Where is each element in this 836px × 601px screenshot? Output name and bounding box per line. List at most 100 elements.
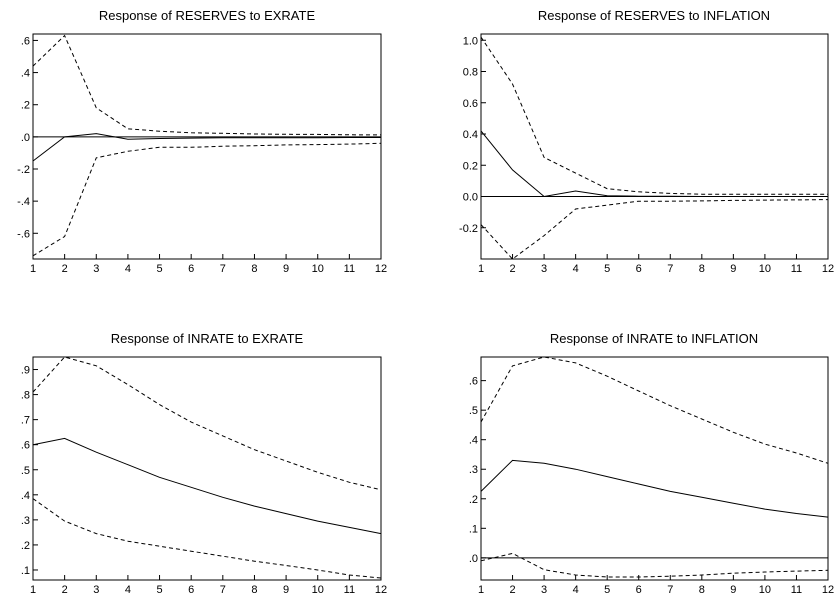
y-tick-label: .6	[21, 35, 30, 47]
y-tick-label: .3	[21, 515, 30, 527]
x-tick-label: 9	[730, 263, 736, 275]
chart-title: Response of INRATE to INFLATION	[550, 331, 758, 346]
x-tick-label: 10	[759, 584, 771, 596]
x-tick-label: 6	[636, 584, 642, 596]
plot-frame	[480, 356, 829, 581]
y-tick-label: .4	[469, 435, 478, 447]
y-tick-label: .0	[21, 132, 30, 144]
y-tick-label: 0.4	[463, 129, 478, 141]
upper-band-line	[480, 356, 829, 464]
x-tick-label: 3	[93, 263, 99, 275]
response-line	[32, 437, 382, 535]
x-tick-label: 7	[220, 584, 226, 596]
y-tick-label: .2	[469, 494, 478, 506]
x-tick-label: 10	[759, 263, 771, 275]
y-tick-label: .6	[469, 376, 478, 388]
plot-frame	[32, 33, 382, 260]
y-tick-label: .8	[21, 390, 30, 402]
x-tick-label: 8	[251, 584, 257, 596]
x-tick-label: 12	[822, 263, 834, 275]
x-tick-label: 6	[636, 263, 642, 275]
chart-panel-4: Response of INRATE to INFLATION .6 .5 .4 .3.…	[469, 331, 834, 596]
y-tick-label: .2	[21, 100, 30, 112]
x-tick-label: 8	[699, 263, 705, 275]
x-tick-label: 3	[541, 584, 547, 596]
x-tick-label: 6	[188, 263, 194, 275]
x-tick-label: 1	[30, 584, 36, 596]
x-tick-label: 4	[573, 584, 579, 596]
y-tick-label: .5	[469, 405, 478, 417]
x-tick-label: 9	[283, 584, 289, 596]
x-tick-label: 8	[251, 263, 257, 275]
chart-title: Response of RESERVES to INFLATION	[538, 8, 770, 23]
chart-title: Response of INRATE to EXRATE	[111, 331, 304, 346]
lower-band-line	[32, 498, 382, 579]
lower-band-line	[32, 142, 382, 257]
y-tick-label: .2	[21, 540, 30, 552]
y-tick-label: .5	[21, 465, 30, 477]
y-tick-label: 0.8	[463, 67, 478, 79]
x-tick-label: 2	[62, 584, 68, 596]
y-tick-label: .7	[21, 415, 30, 427]
x-tick-label: 12	[822, 584, 834, 596]
lower-band-line	[480, 199, 829, 260]
x-tick-label: 7	[667, 584, 673, 596]
y-tick-label: .1	[21, 565, 30, 577]
upper-band-line	[32, 34, 382, 136]
y-tick-label: -.6	[17, 228, 30, 240]
response-line	[480, 130, 828, 198]
x-tick-label: 9	[283, 263, 289, 275]
plot-frame	[32, 356, 382, 581]
x-tick-label: 11	[791, 584, 802, 596]
x-tick-label: 11	[791, 263, 802, 275]
x-tick-label: 5	[156, 584, 162, 596]
response-line	[32, 133, 381, 162]
chart-panel-1: Response of RESERVES to EXRATE .6 .4 .2 .0 -.…	[17, 8, 387, 275]
x-tick-label: 10	[312, 584, 324, 596]
x-tick-label: 6	[188, 584, 194, 596]
x-tick-label: 4	[125, 263, 131, 275]
x-tick-label: 2	[509, 263, 515, 275]
x-tick-label: 8	[699, 584, 705, 596]
x-tick-label: 3	[93, 584, 99, 596]
plot-frame	[480, 33, 829, 260]
x-tick-label: 2	[509, 584, 515, 596]
y-tick-label: .9	[21, 365, 30, 377]
y-tick-label: 0.0	[463, 192, 478, 204]
response-line	[480, 459, 829, 518]
y-tick-label: 0.2	[463, 160, 478, 172]
chart-panel-3: Response of INRATE to EXRATE .9 .8 .7 .6 .5 .4…	[21, 331, 387, 596]
x-tick-label: 1	[478, 584, 484, 596]
chart-title: Response of RESERVES to EXRATE	[99, 8, 316, 23]
x-tick-label: 1	[478, 263, 484, 275]
x-tick-label: 7	[220, 263, 226, 275]
x-tick-label: 12	[375, 263, 387, 275]
lower-band-line	[480, 552, 829, 578]
x-tick-label: 2	[62, 263, 68, 275]
x-tick-label: 4	[125, 584, 131, 596]
y-tick-label: -.2	[17, 164, 30, 176]
y-tick-label: 0.6	[463, 98, 478, 110]
y-tick-label: .4	[21, 68, 30, 80]
upper-band-line	[32, 356, 382, 491]
y-tick-label: .1	[469, 523, 478, 535]
y-tick-label: 1.0	[463, 35, 478, 47]
x-tick-label: 1	[30, 263, 36, 275]
x-tick-label: 5	[604, 263, 610, 275]
x-tick-label: 10	[312, 263, 324, 275]
y-tick-label: .4	[21, 490, 30, 502]
y-tick-label: -0.2	[459, 223, 478, 235]
chart-panel-2: Response of RESERVES to INFLATION 1.0 0.8 0…	[459, 8, 834, 275]
x-tick-label: 7	[667, 263, 673, 275]
y-tick-label: .3	[469, 464, 478, 476]
upper-band-line	[480, 36, 828, 195]
x-tick-label: 11	[344, 263, 355, 275]
y-tick-label: -.4	[17, 196, 30, 208]
x-tick-label: 12	[375, 584, 387, 596]
x-tick-label: 4	[573, 263, 579, 275]
x-tick-label: 9	[730, 584, 736, 596]
y-tick-label: .6	[21, 440, 30, 452]
x-tick-label: 5	[156, 263, 162, 275]
x-tick-label: 3	[541, 263, 547, 275]
